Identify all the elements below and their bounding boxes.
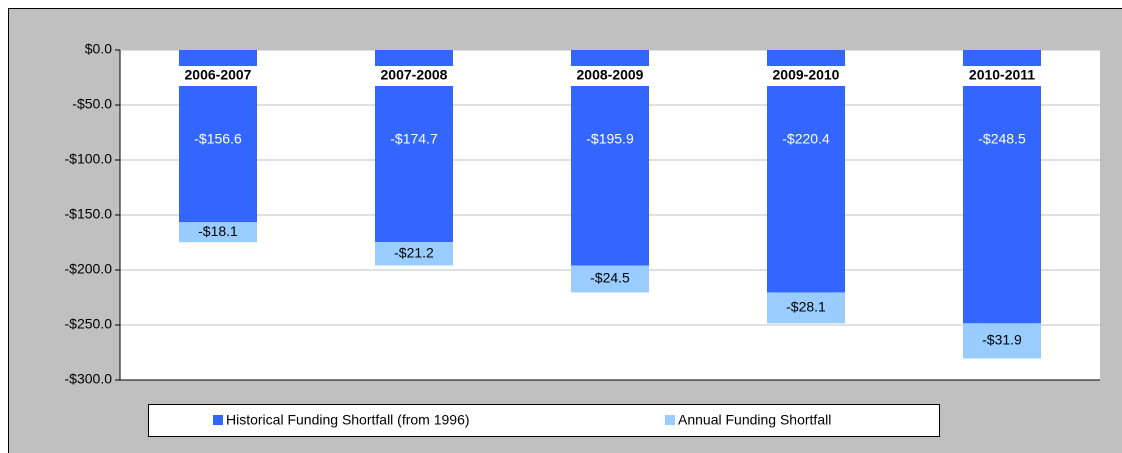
value-label: -$174.7 <box>390 131 438 147</box>
category-label-bg <box>371 66 457 86</box>
bar-segment <box>963 323 1041 359</box>
y-tick-label: -$250.0 <box>65 316 113 332</box>
bar-segment <box>375 242 453 266</box>
category-label-bg <box>567 66 653 86</box>
x-tick-label: 2010-2011 <box>969 67 1035 83</box>
value-label: -$18.1 <box>198 223 238 239</box>
value-label: -$21.2 <box>394 245 434 261</box>
y-tick-label: -$300.0 <box>65 371 113 387</box>
x-tick-label: 2008-2009 <box>577 67 644 83</box>
y-tick-label: -$150.0 <box>65 206 113 222</box>
bar-segment <box>963 50 1041 324</box>
value-label: -$156.6 <box>194 131 242 147</box>
y-tick-label: -$50.0 <box>72 96 112 112</box>
y-tick-label: $0.0 <box>85 41 112 57</box>
legend-swatch <box>665 415 675 425</box>
x-tick-label: 2009-2010 <box>773 67 840 83</box>
category-label-bg <box>175 66 261 86</box>
value-label: -$31.9 <box>982 332 1022 348</box>
bar-segment <box>179 222 257 243</box>
legend-label: Annual Funding Shortfall <box>678 412 831 428</box>
bar-segment <box>571 265 649 293</box>
legend-box <box>148 404 940 437</box>
bar-segment <box>767 50 845 293</box>
x-tick-label: 2007-2008 <box>381 67 448 83</box>
value-label: -$220.4 <box>782 131 830 147</box>
value-label: -$248.5 <box>978 131 1026 147</box>
value-label: -$24.5 <box>590 270 630 286</box>
category-label-bg <box>959 66 1045 86</box>
value-label: -$195.9 <box>586 131 634 147</box>
bar-segment <box>767 292 845 324</box>
value-label: -$28.1 <box>786 299 826 315</box>
x-tick-label: 2006-2007 <box>185 67 252 83</box>
category-label-bg <box>763 66 849 86</box>
y-tick-label: -$100.0 <box>65 151 113 167</box>
y-tick-label: -$200.0 <box>65 261 113 277</box>
legend-label: Historical Funding Shortfall (from 1996) <box>226 412 470 428</box>
legend-swatch <box>213 415 223 425</box>
